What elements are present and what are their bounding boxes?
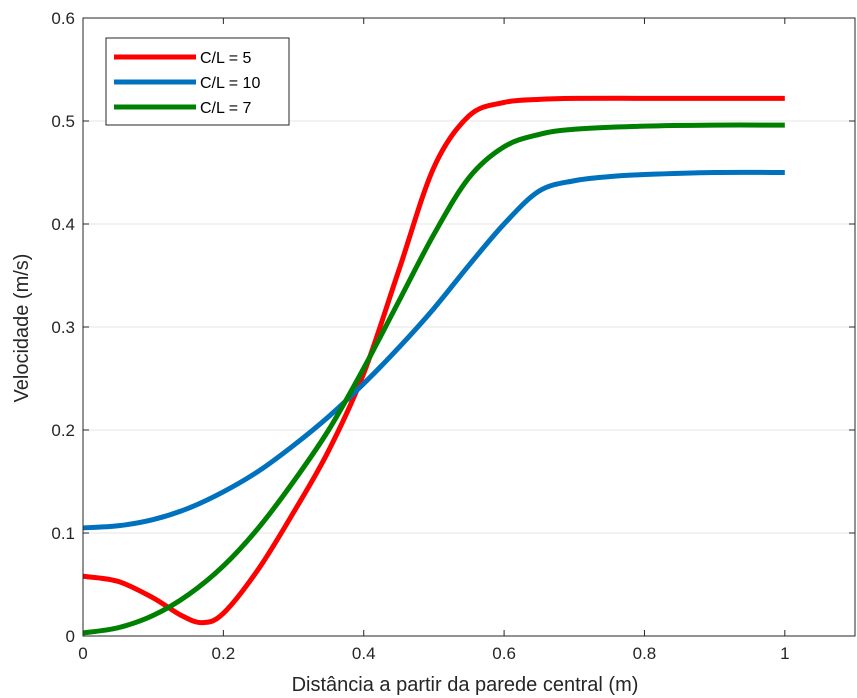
legend-label: C/L = 10 [200,75,260,92]
legend: C/L = 5 C/L = 10 C/L = 7 [105,37,290,126]
y-tick-label: 0 [66,627,75,646]
y-tick-label: 0.1 [51,524,75,543]
legend-label: C/L = 5 [200,50,252,67]
grid-lines [83,120,855,534]
legend-label: C/L = 7 [200,100,252,117]
x-tick-label: 0 [78,644,87,663]
y-tick-label: 0.4 [51,215,75,234]
y-tick-label: 0.3 [51,318,75,337]
x-tick-label: 0.8 [633,644,657,663]
axis-ticks: 0 0.1 0.2 0.3 0.4 0.5 0.6 0 0.2 0.4 0.6 0.8 1 [51,9,855,663]
y-axis-title: Velocidade (m/s) [11,254,33,403]
series-line-3 [82,122,785,636]
x-axis-title: Distância a partir da parede central (m) [292,674,639,696]
series-line-1 [82,95,785,626]
series-lines [82,95,785,636]
y-tick-label: 0.6 [51,9,75,28]
y-tick-label: 0.5 [51,112,75,131]
x-tick-label: 0.6 [492,644,516,663]
x-tick-label: 0.2 [212,644,236,663]
x-tick-label: 0.4 [352,644,376,663]
y-tick-label: 0.2 [51,421,75,440]
x-tick-label: 1 [780,644,789,663]
series-line-2 [82,169,785,531]
